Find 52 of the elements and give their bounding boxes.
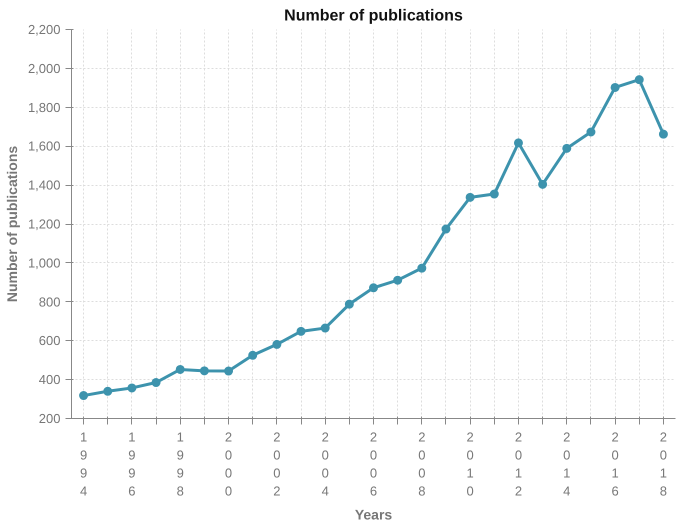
x-tick-label: 2000 bbox=[224, 430, 232, 498]
x-tick-label: 2002 bbox=[273, 430, 280, 498]
point bbox=[224, 366, 234, 376]
point bbox=[466, 192, 475, 202]
chart-title: Number of publications bbox=[284, 8, 463, 24]
point bbox=[176, 364, 185, 374]
y-tick-label: 400 bbox=[38, 372, 61, 388]
point bbox=[369, 283, 378, 292]
x-tick-label: 2012 bbox=[514, 430, 522, 498]
point bbox=[393, 276, 402, 285]
point bbox=[296, 326, 306, 336]
y-tick-label: 600 bbox=[38, 333, 61, 348]
y-axis-title: Number of publications bbox=[4, 146, 20, 302]
y-tick-label: 1,000 bbox=[28, 255, 61, 270]
point bbox=[538, 180, 548, 189]
x-tick-label: 2004 bbox=[322, 430, 329, 498]
point bbox=[634, 75, 644, 84]
point bbox=[103, 386, 112, 396]
point bbox=[272, 340, 282, 349]
point bbox=[152, 378, 161, 388]
point bbox=[344, 300, 354, 309]
y-tick-label: 1,400 bbox=[28, 178, 61, 193]
x-axis-title: Years bbox=[354, 506, 392, 522]
y-tick-label: 1,800 bbox=[28, 100, 61, 115]
x-tick-label: 1994 bbox=[80, 430, 88, 498]
point bbox=[514, 138, 523, 148]
point bbox=[586, 128, 596, 136]
x-tick-label: 2008 bbox=[418, 430, 426, 498]
point bbox=[248, 350, 258, 360]
point bbox=[490, 190, 499, 199]
point bbox=[610, 82, 620, 92]
point bbox=[79, 391, 88, 400]
y-tick-label: 1,600 bbox=[28, 138, 61, 154]
y-tick-label: 2,200 bbox=[28, 22, 61, 37]
x-tick-label: 1998 bbox=[176, 430, 184, 498]
point bbox=[127, 383, 136, 392]
point bbox=[562, 144, 572, 153]
x-tick-label: 2010 bbox=[466, 430, 474, 498]
point bbox=[441, 224, 450, 234]
y-tick-label: 800 bbox=[38, 294, 61, 310]
point bbox=[320, 324, 330, 333]
y-tick-label: 1,200 bbox=[28, 216, 61, 232]
point bbox=[200, 366, 209, 376]
y-tick-label: 200 bbox=[38, 411, 61, 426]
x-tick-label: 2014 bbox=[563, 430, 570, 498]
point bbox=[658, 130, 668, 139]
x-tick-label: 2016 bbox=[611, 430, 619, 498]
x-tick-label: 1996 bbox=[128, 430, 136, 498]
y-tick-label: 2,000 bbox=[28, 60, 61, 76]
x-tick-label: 2006 bbox=[370, 430, 378, 498]
point bbox=[417, 264, 426, 273]
x-tick-label: 2018 bbox=[660, 430, 668, 498]
